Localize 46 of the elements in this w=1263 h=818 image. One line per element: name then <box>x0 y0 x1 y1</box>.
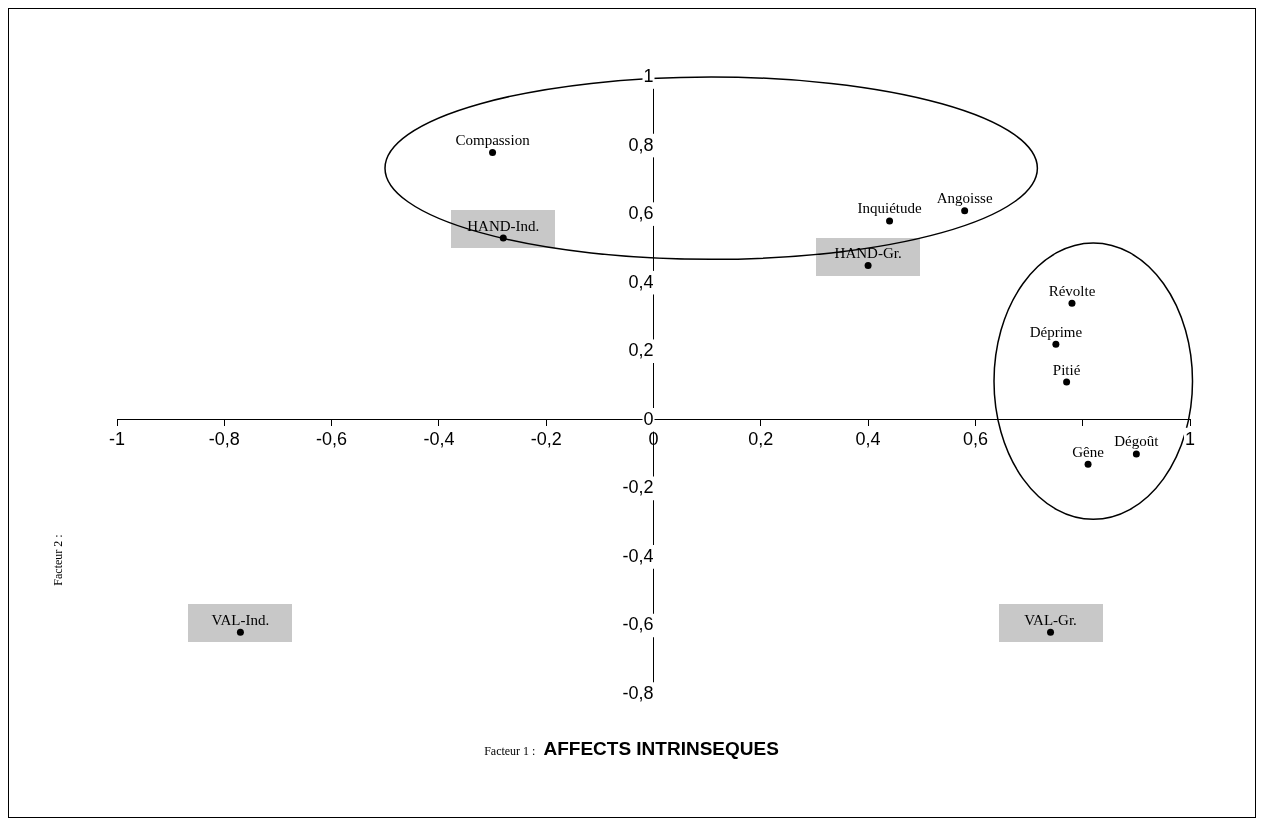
series-label: Révolte <box>1048 282 1096 299</box>
series-label: Compassion <box>455 131 531 148</box>
y-tick-label: 0,8 <box>628 134 654 155</box>
y-tick-label: -0,4 <box>622 545 654 566</box>
point <box>489 148 497 156</box>
point <box>1132 450 1140 458</box>
series-label: VAL-Gr. <box>1024 611 1077 628</box>
y-tick-label: 0 <box>643 408 654 429</box>
x-tick-label: -0,4 <box>423 428 455 449</box>
x-tick-label: -0,2 <box>530 428 562 449</box>
point <box>1084 460 1092 468</box>
y-tick-label: 0,2 <box>628 340 654 361</box>
point <box>1052 340 1060 348</box>
point <box>961 207 969 215</box>
x-tick-label: 0,4 <box>855 428 881 449</box>
y-tick-label: -0,8 <box>622 682 654 703</box>
text: AFFECTS INTRINSEQUES <box>543 738 779 759</box>
point <box>886 217 894 225</box>
point <box>1047 628 1055 636</box>
x-tick-label: -0,8 <box>208 428 240 449</box>
x-tick-label: 0,2 <box>748 428 774 449</box>
point <box>1068 299 1076 307</box>
x-tick-label: -1 <box>108 428 126 449</box>
point <box>499 234 507 242</box>
y-tick-label: -0,6 <box>622 614 654 635</box>
series-label: Inquiétude <box>857 200 922 217</box>
y-tick-label: 0,4 <box>628 271 654 292</box>
series-label: Gêne <box>1072 443 1105 460</box>
series-label: Dégoût <box>1114 433 1160 450</box>
series-label: Angoisse <box>936 190 993 207</box>
series-label: Déprime <box>1029 323 1083 340</box>
x-axis-title: Facteur 1 : <box>484 744 536 758</box>
y-tick-label: 0,6 <box>628 203 654 224</box>
series-label: VAL-Ind. <box>211 611 270 628</box>
x-tick-label: 0,6 <box>962 428 988 449</box>
series-label: Pitié <box>1052 361 1081 378</box>
y-tick-label: -0,2 <box>622 477 654 498</box>
series-label: HAND-Gr. <box>834 244 902 261</box>
point <box>1063 378 1071 386</box>
y-axis-title: Facteur 2 : <box>50 534 66 586</box>
x-tick-label: -0,6 <box>316 428 348 449</box>
y-tick-label: 1 <box>643 65 654 86</box>
series-label: HAND-Ind. <box>467 217 540 234</box>
x-tick-label: 1 <box>1184 428 1196 449</box>
point <box>864 262 872 270</box>
point <box>236 628 244 636</box>
